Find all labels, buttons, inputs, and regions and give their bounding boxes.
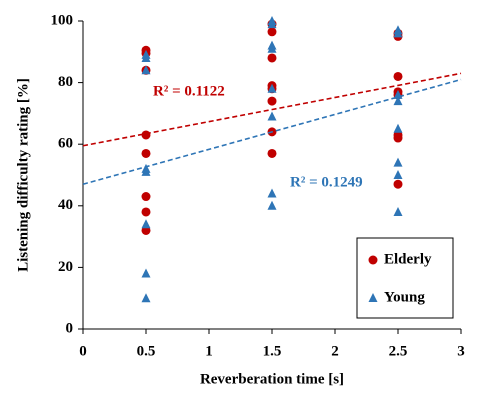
point	[267, 111, 277, 121]
point	[141, 293, 151, 303]
point	[141, 219, 151, 229]
point	[393, 157, 403, 167]
point	[393, 179, 403, 189]
x-tick-label: 3	[457, 343, 465, 359]
y-tick-label: 80	[58, 74, 73, 90]
y-tick-label: 40	[58, 197, 73, 213]
point	[267, 200, 277, 210]
annotation: R² = 0.1249	[290, 174, 363, 190]
point	[267, 19, 277, 29]
x-tick-label: 2.5	[389, 343, 408, 359]
y-tick-label: 0	[66, 320, 74, 336]
legend-marker	[368, 255, 378, 265]
x-axis-label: Reverberation time [s]	[200, 371, 344, 387]
point	[267, 43, 277, 53]
x-tick-label: 0	[79, 343, 87, 359]
point	[393, 170, 403, 179]
point	[141, 192, 151, 202]
point	[267, 83, 277, 93]
legend-label: Young	[384, 289, 425, 305]
point	[393, 71, 403, 81]
point	[393, 28, 403, 38]
point	[267, 96, 277, 106]
point	[141, 148, 151, 158]
y-axis-label: Listening difficulty rating [%]	[15, 78, 31, 272]
annotation: R² = 0.1122	[153, 83, 225, 99]
point	[141, 130, 151, 140]
point	[393, 133, 403, 143]
legend-box	[356, 237, 454, 319]
point	[267, 188, 277, 198]
point	[267, 148, 277, 158]
point	[393, 96, 403, 106]
point	[141, 268, 151, 278]
point	[393, 123, 403, 133]
y-tick-label: 100	[51, 12, 74, 28]
legend-marker	[368, 293, 378, 302]
point	[393, 206, 403, 216]
y-tick-label: 60	[58, 136, 73, 152]
x-tick-label: 0.5	[137, 343, 156, 359]
y-tick-label: 20	[58, 259, 73, 275]
x-tick-label: 1	[205, 343, 213, 359]
point	[141, 52, 151, 62]
point	[141, 207, 151, 217]
point	[267, 27, 277, 37]
point	[141, 166, 151, 176]
legend-label: Elderly	[384, 251, 432, 267]
x-tick-label: 2	[331, 343, 339, 359]
x-tick-label: 1.5	[263, 343, 282, 359]
point	[393, 89, 403, 99]
point	[141, 65, 151, 75]
point	[267, 53, 277, 63]
trendline	[82, 78, 462, 186]
